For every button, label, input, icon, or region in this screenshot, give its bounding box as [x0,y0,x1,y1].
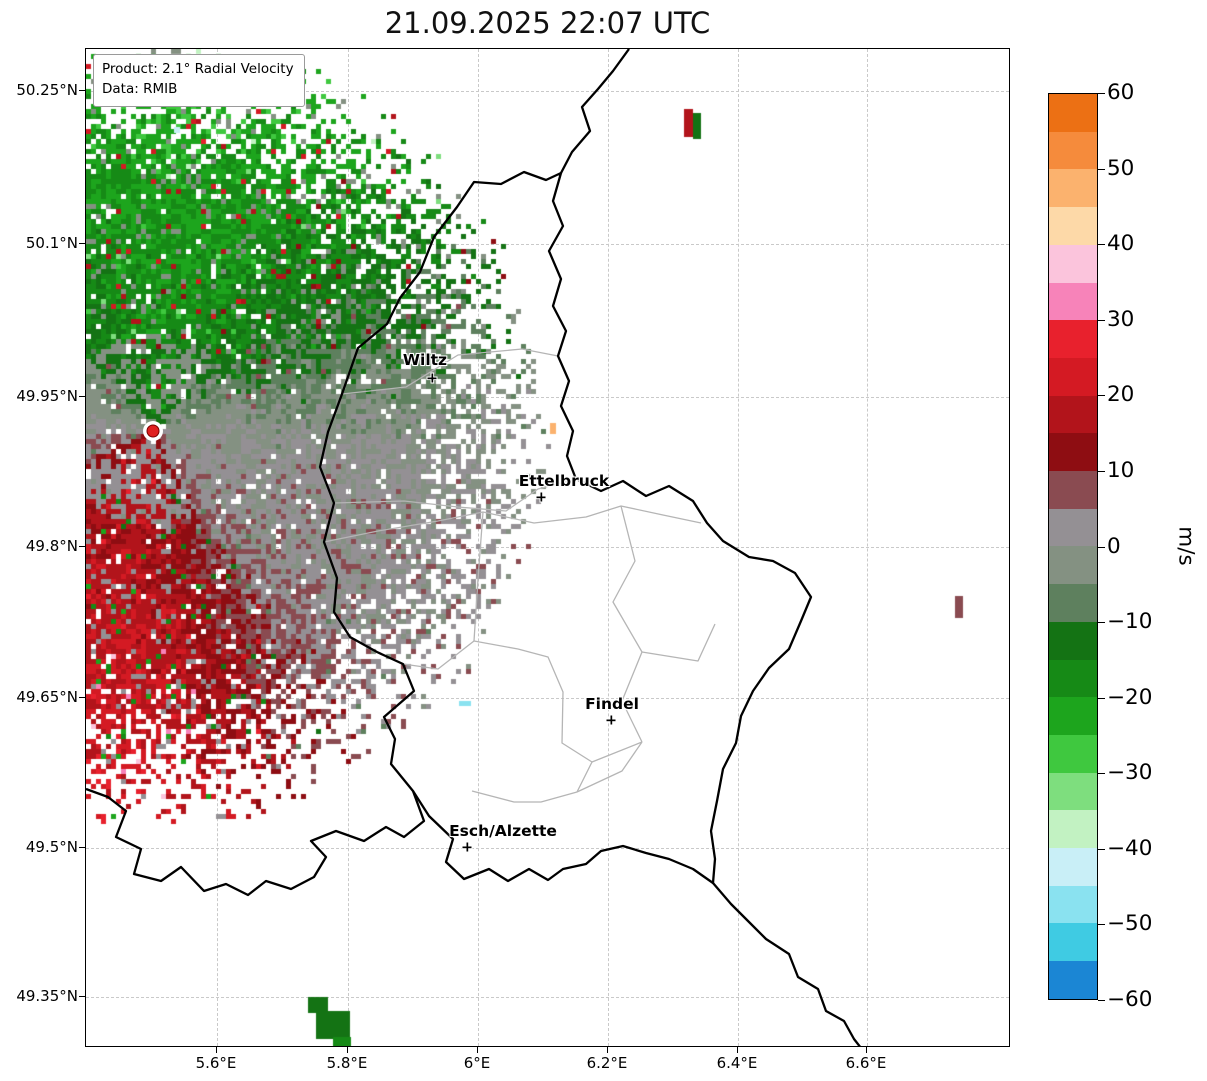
colorbar-segment [1049,94,1097,132]
lon-axis-tick [477,1047,478,1053]
colorbar-segment [1049,848,1097,886]
lon-axis-tick [347,1047,348,1053]
colorbar-segment [1049,395,1097,434]
lon-axis-tick [866,1047,867,1053]
colorbar-tick-label: 20 [1107,382,1135,408]
colorbar-tick-label: −30 [1107,760,1153,786]
lon-axis-tick [216,1047,217,1053]
lon-axis-tick [737,1047,738,1053]
colorbar-tick [1098,319,1105,321]
colorbar-segment [1049,697,1097,735]
colorbar-segment [1049,282,1097,321]
city-label-wiltz: Wiltz [402,351,448,369]
france-germany-border [712,882,861,1046]
colorbar-tick [1098,697,1105,699]
lat-tick-label: 49.5°N [25,838,78,856]
colorbar-tick [1098,848,1105,850]
colorbar-tick [1098,470,1105,472]
map-plot-area: Wiltz Ettelbruck Findel Esch/Alzette Produc… [85,48,1010,1047]
colorbar-segment [1049,923,1097,962]
lat-tick-label: 49.95°N [16,387,78,405]
lon-tick-label: 6.4°E [716,1054,758,1072]
national-borders [86,49,861,1046]
map-borders [86,49,861,1046]
city-marker-wiltz [426,372,438,384]
colorbar-segment [1049,357,1097,396]
colorbar-segment [1049,508,1097,547]
lon-tick-label: 6.2°E [586,1054,628,1072]
colorbar-tick [1098,924,1105,926]
colorbar-tick-label: 50 [1107,155,1135,181]
colorbar-tick-label: 30 [1107,306,1135,332]
colorbar-tick [1098,546,1105,548]
colorbar-tick-label: −10 [1107,609,1153,635]
lon-tick-label: 5.8°E [326,1054,368,1072]
colorbar-tick [1098,93,1105,94]
colorbar-segment [1049,320,1097,358]
colorbar-tick [1098,395,1105,397]
district-borders [323,348,716,803]
colorbar-segment [1049,546,1097,585]
lon-tick-label: 6°E [463,1054,491,1072]
colorbar-tick-label: 10 [1107,457,1135,483]
colorbar-tick-label: −60 [1107,987,1153,1012]
lat-tick-label: 49.65°N [16,688,78,706]
colorbar-segment [1049,471,1097,509]
colorbar-segment [1049,433,1097,472]
colorbar-segment [1049,659,1097,698]
luxembourg-border [318,170,813,885]
colorbar-tick-label: 40 [1107,231,1135,257]
lon-tick-label: 5.6°E [195,1054,237,1072]
colorbar-segment [1049,621,1097,660]
colorbar-segment [1049,961,1097,999]
city-label-findel: Findel [585,695,639,713]
colorbar-tick [1098,773,1105,775]
lon-axis-tick [607,1047,608,1053]
colorbar-tick [1098,244,1105,246]
colorbar-unit-label: m/s [1173,526,1199,566]
lat-tick-label: 50.25°N [16,81,78,99]
lon-tick-label: 6.6°E [845,1054,887,1072]
colorbar-tick-label: 0 [1107,533,1121,559]
city-markers: Wiltz Ettelbruck Findel Esch/Alzette [86,49,1009,1046]
colorbar-tick [1098,1000,1105,1001]
product-label: Product: 2.1° Radial Velocity [102,61,294,77]
radar-site-marker [143,421,163,441]
colorbar-tick-label: −50 [1107,911,1153,937]
belgium-germany-border [559,49,630,174]
france-belgium-border [86,787,426,897]
product-info-box: Product: 2.1° Radial Velocity Data: RMIB [93,54,305,107]
colorbar-segment [1049,207,1097,245]
colorbar-segment [1049,244,1097,283]
colorbar-segment [1049,169,1097,208]
lat-tick-label: 50.1°N [25,234,78,252]
lat-tick-label: 49.8°N [25,537,78,555]
colorbar-segment [1049,131,1097,170]
city-label-esch-alzette: Esch/Alzette [449,822,557,840]
colorbar-segment [1049,810,1097,849]
colorbar-tick-label: 60 [1107,80,1135,105]
colorbar-segment [1049,885,1097,924]
city-marker-ettelbruck [535,491,547,503]
colorbar-tick [1098,168,1105,170]
data-source-label: Data: RMIB [102,81,178,98]
colorbar-segment [1049,584,1097,622]
colorbar-tick-label: −40 [1107,835,1153,861]
colorbar-segment [1049,772,1097,811]
colorbar-tick-label: −20 [1107,684,1153,710]
city-label-ettelbruck: Ettelbruck [518,472,610,490]
city-marker-esch-alzette [461,841,473,853]
colorbar-segment [1049,734,1097,773]
page-title: 21.09.2025 22:07 UTC [384,6,711,40]
colorbar-tick [1098,622,1105,624]
lat-tick-label: 49.35°N [16,987,78,1005]
colorbar-gradient [1048,93,1098,1000]
city-marker-findel [605,714,617,726]
